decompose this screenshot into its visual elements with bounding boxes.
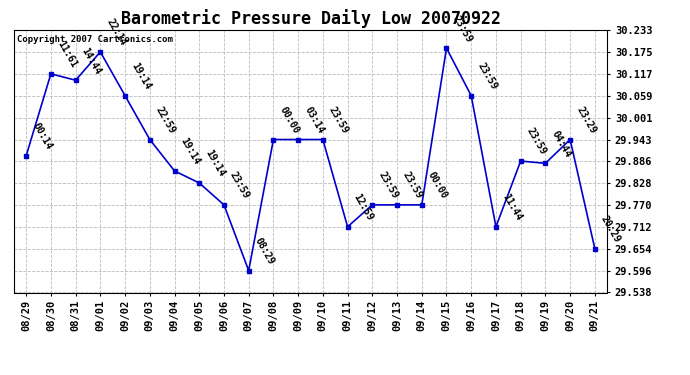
- Text: 03:14: 03:14: [302, 105, 326, 135]
- Text: 23:29: 23:29: [574, 105, 598, 135]
- Text: 23:59: 23:59: [377, 170, 400, 201]
- Text: 00:14: 00:14: [30, 121, 54, 152]
- Text: 20:29: 20:29: [599, 214, 622, 244]
- Title: Barometric Pressure Daily Low 20070922: Barometric Pressure Daily Low 20070922: [121, 9, 500, 28]
- Text: 19:14: 19:14: [129, 61, 152, 92]
- Text: 19:14: 19:14: [179, 136, 202, 167]
- Text: 23:59: 23:59: [228, 170, 251, 201]
- Text: 23:59: 23:59: [451, 13, 474, 44]
- Text: 23:59: 23:59: [525, 126, 548, 157]
- Text: 12:59: 12:59: [352, 192, 375, 223]
- Text: 11:61: 11:61: [55, 39, 79, 70]
- Text: 22:59: 22:59: [154, 105, 177, 135]
- Text: 23:59: 23:59: [475, 61, 499, 92]
- Text: 22:14: 22:14: [104, 17, 128, 48]
- Text: 08:29: 08:29: [253, 236, 276, 266]
- Text: 00:00: 00:00: [277, 105, 301, 135]
- Text: 14:44: 14:44: [80, 46, 103, 76]
- Text: 23:59: 23:59: [401, 170, 424, 201]
- Text: 00:00: 00:00: [426, 170, 449, 201]
- Text: Copyright 2007 Cartronics.com: Copyright 2007 Cartronics.com: [17, 35, 172, 44]
- Text: 11:44: 11:44: [500, 192, 524, 223]
- Text: 23:59: 23:59: [327, 105, 351, 135]
- Text: 19:14: 19:14: [204, 148, 227, 179]
- Text: 04:44: 04:44: [549, 129, 573, 159]
